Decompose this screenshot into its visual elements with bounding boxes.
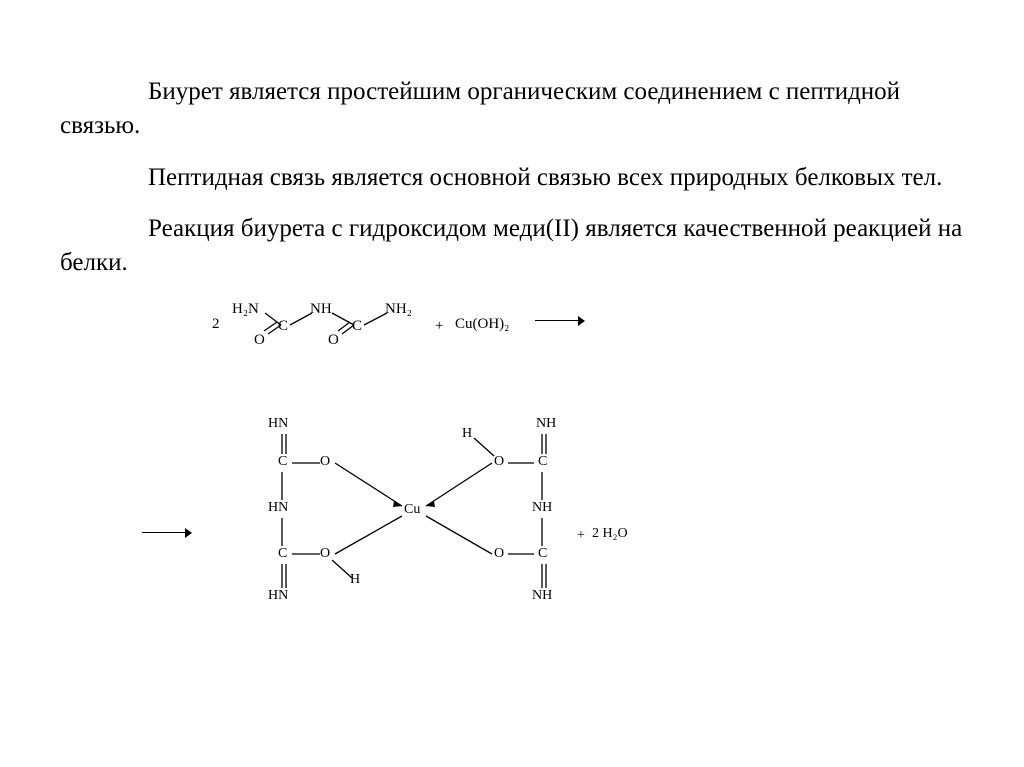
product-bonds <box>212 408 812 648</box>
paragraph-1: Биурет является простейшим органическим … <box>60 75 964 143</box>
left-hn-top: HN <box>268 416 288 432</box>
cuoh2-label: Cu(OH)₂ <box>455 316 509 333</box>
paragraph-2: Пептидная связь является основной связью… <box>60 161 964 195</box>
right-nh-bot: NH <box>532 588 552 604</box>
left-o2: O <box>320 546 330 562</box>
product-arrow-in <box>142 528 192 538</box>
left-c1: C <box>278 454 287 470</box>
right-nh-mid: NH <box>532 500 552 516</box>
left-hn-mid: HN <box>268 500 288 516</box>
right-oh-h: H <box>462 426 472 442</box>
reactant-bonds <box>212 298 812 368</box>
right-o2: O <box>494 546 504 562</box>
right-nh-top: NH <box>536 416 556 432</box>
o1-label: O <box>254 332 265 349</box>
c2-label: C <box>352 318 362 335</box>
nh-label: NH <box>310 301 332 318</box>
left-hn-bot: HN <box>268 588 288 604</box>
paragraph-3: Реакция биурета с гидроксидом меди(II) я… <box>60 212 964 280</box>
reaction-arrow <box>535 316 585 326</box>
right-c2: C <box>538 546 547 562</box>
cu-center: Cu <box>404 502 420 518</box>
left-o1: O <box>320 454 330 470</box>
right-o1: O <box>494 454 504 470</box>
reaction-equation: 2 H₂N C O NH C O NH₂ + Cu(OH)₂ <box>212 298 812 648</box>
o2-label: O <box>328 332 339 349</box>
product-complex: HN C O HN C O H HN Cu NH C O H NH C O NH… <box>212 408 812 648</box>
c1-label: C <box>278 318 288 335</box>
plus-2: + <box>577 528 585 544</box>
nh2-label: NH₂ <box>385 301 412 318</box>
plus-1: + <box>435 318 443 335</box>
reactants: 2 H₂N C O NH C O NH₂ + Cu(OH)₂ <box>212 298 812 368</box>
water-product: 2 H₂O <box>592 526 628 542</box>
right-c1: C <box>538 454 547 470</box>
left-oh-h: H <box>350 572 360 588</box>
left-c2: C <box>278 546 287 562</box>
